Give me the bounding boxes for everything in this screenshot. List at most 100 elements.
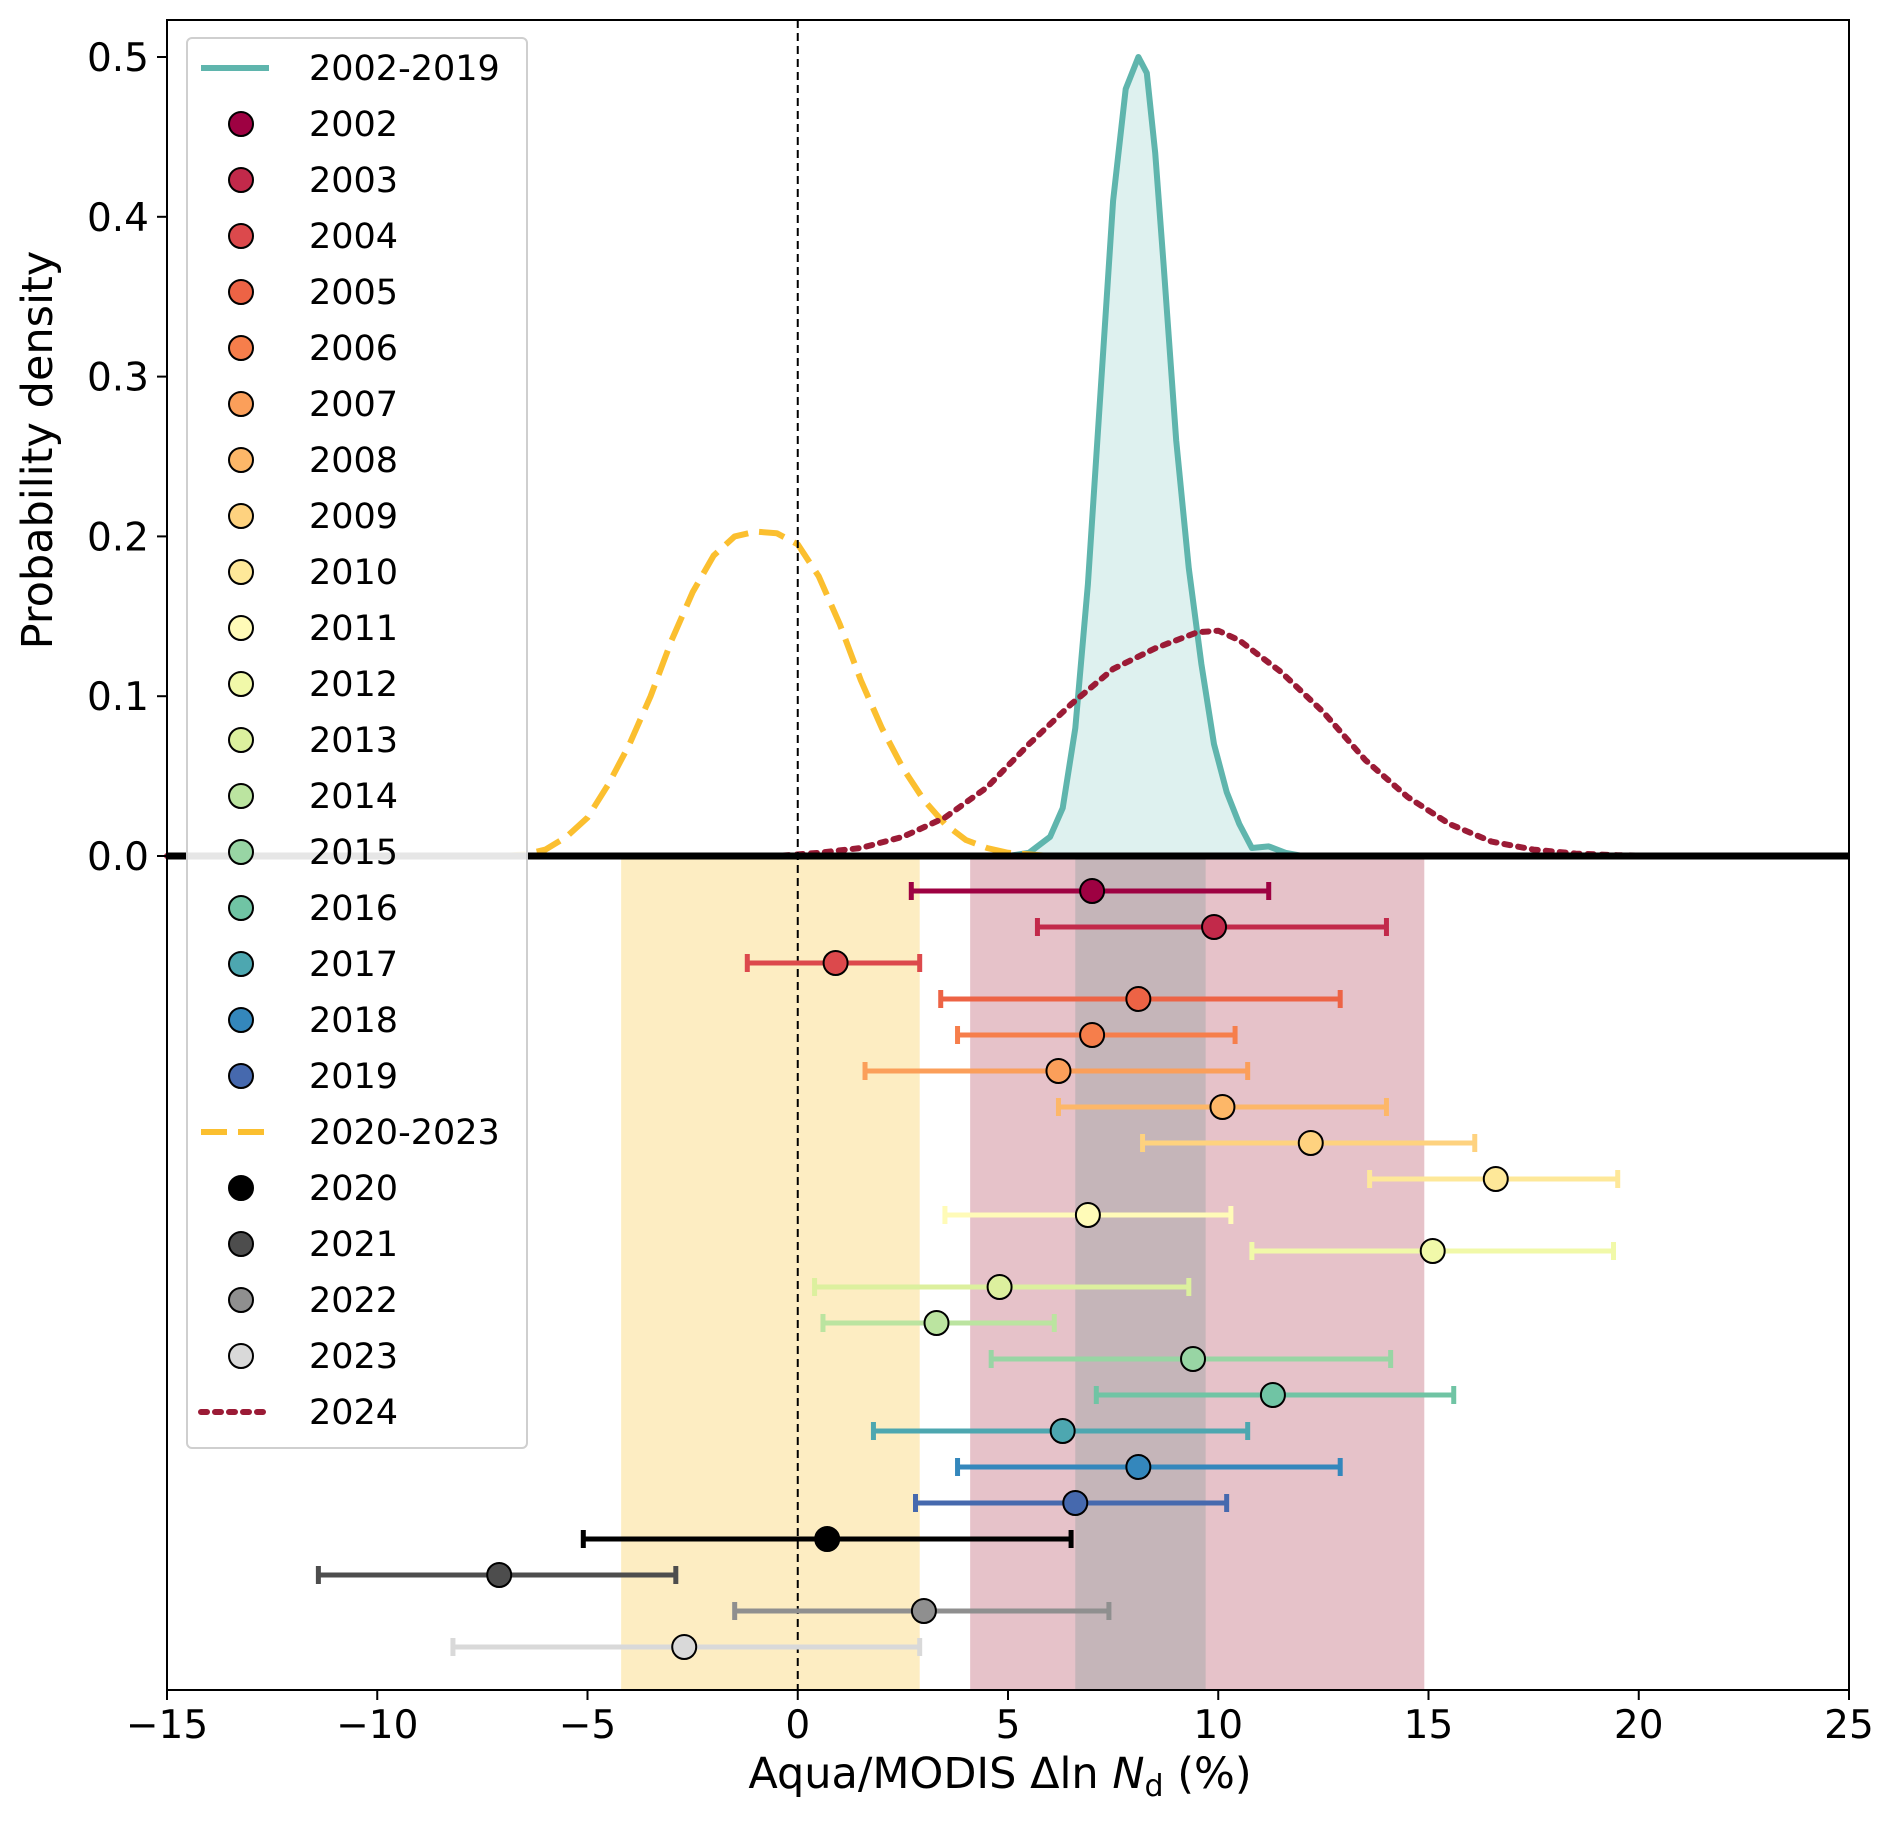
- estimate-marker-2013: [986, 1274, 1013, 1300]
- estimate-2016: [1093, 1382, 1457, 1408]
- estimate-2013: [812, 1274, 1192, 1300]
- legend-label: 2010: [309, 553, 398, 593]
- shaded-range-2002-2019: [1075, 856, 1206, 1690]
- estimate-marker-2016: [1259, 1382, 1286, 1408]
- legend-label: 2011: [309, 609, 398, 649]
- x-tick-label: 20: [1614, 1703, 1664, 1748]
- legend-swatch-marker: [228, 391, 254, 417]
- legend-entry-2015: 2015: [228, 833, 398, 873]
- estimate-2008: [1055, 1094, 1389, 1120]
- legend-swatch-marker: [228, 839, 254, 865]
- y-tick-label: 0.0: [87, 835, 149, 880]
- legend-swatch-marker: [228, 279, 254, 305]
- estimate-2022: [732, 1598, 1112, 1624]
- legend-label: 2024: [309, 1393, 398, 1433]
- legend-swatch-marker: [228, 1063, 254, 1089]
- estimate-2003: [1034, 914, 1389, 940]
- legend-entry-2024: 2024: [198, 1393, 398, 1433]
- legend: 2002-2019 2002 2003 2004 2005 2006 2007 2008 200…: [186, 37, 528, 1449]
- estimate-marker-2003: [1201, 914, 1228, 940]
- legend-label: 2017: [309, 945, 398, 985]
- estimate-2009: [1140, 1130, 1478, 1156]
- legend-entry-2023: 2023: [228, 1337, 398, 1377]
- density-curve-2020-2023: [167, 528, 1849, 859]
- x-axis-label-subscript: d: [1145, 1769, 1164, 1804]
- estimate-2002: [908, 878, 1272, 904]
- legend-label: 2015: [309, 833, 398, 873]
- legend-swatch-marker: [228, 895, 254, 921]
- x-tick-label: 5: [996, 1703, 1021, 1748]
- legend-entry-2007: 2007: [228, 385, 398, 425]
- estimate-2020: [580, 1526, 1074, 1552]
- legend-entry-2013: 2013: [228, 721, 398, 761]
- x-axis-label-prefix: Aqua/MODIS Δln: [748, 1749, 1112, 1799]
- estimate-marker-2019: [1062, 1490, 1089, 1516]
- legend-entry-2011: 2011: [228, 609, 398, 649]
- legend-swatch-marker: [228, 1175, 254, 1201]
- estimate-marker-2006: [1079, 1022, 1106, 1048]
- estimate-2004: [744, 950, 923, 976]
- estimate-marker-2011: [1074, 1202, 1101, 1228]
- shaded-ranges: [621, 856, 1425, 1690]
- legend-label: 2009: [309, 497, 398, 537]
- legend-label: 2022: [309, 1281, 398, 1321]
- x-tick-label: 10: [1193, 1703, 1243, 1748]
- legend-entry-2009: 2009: [228, 497, 398, 537]
- legend-label: 2020: [309, 1169, 398, 1209]
- legend-label: 2020-2023: [309, 1113, 500, 1153]
- estimate-marker-2012: [1419, 1238, 1446, 1264]
- estimate-2014: [820, 1310, 1057, 1336]
- legend-label: 2012: [309, 665, 398, 705]
- legend-label: 2006: [309, 329, 398, 369]
- legend-swatch-marker: [228, 167, 254, 193]
- legend-entry-2010: 2010: [228, 553, 398, 593]
- estimate-2005: [938, 986, 1343, 1012]
- legend-entry-2014: 2014: [228, 777, 398, 817]
- legend-swatch-marker: [228, 1231, 254, 1257]
- x-tick-label: 15: [1404, 1703, 1454, 1748]
- legend-label: 2004: [309, 217, 398, 257]
- legend-box: [186, 37, 528, 1449]
- legend-entry-2018: 2018: [228, 1001, 398, 1041]
- estimate-marker-2018: [1125, 1454, 1152, 1480]
- estimate-marker-2021: [486, 1562, 513, 1588]
- legend-swatch-marker: [228, 615, 254, 641]
- x-tick-label: 0: [785, 1703, 810, 1748]
- axes: −15 −10 −5 0 5 10 15 20 25 0.0 0.1 0.2 0.3 0.4 0.5: [87, 19, 1874, 1748]
- legend-swatch-marker: [228, 111, 254, 137]
- legend-entry-2006: 2006: [228, 329, 398, 369]
- shaded-range-2020-2023: [621, 856, 920, 1690]
- estimate-2019: [912, 1490, 1230, 1516]
- estimate-marker-2009: [1297, 1130, 1324, 1156]
- estimate-marker-2004: [822, 950, 849, 976]
- estimate-marker-2015: [1180, 1346, 1207, 1372]
- legend-swatch-marker: [228, 335, 254, 361]
- estimate-marker-2010: [1482, 1166, 1509, 1192]
- estimate-2023: [450, 1634, 923, 1660]
- estimate-2017: [870, 1418, 1251, 1444]
- legend-label: 2014: [309, 777, 398, 817]
- legend-entry-2016: 2016: [228, 889, 398, 929]
- legend-swatch-marker: [228, 559, 254, 585]
- legend-swatch-marker: [228, 447, 254, 473]
- y-tick-label: 0.4: [87, 196, 149, 241]
- legend-swatch-marker: [228, 1343, 254, 1369]
- estimate-marker-2005: [1125, 986, 1152, 1012]
- estimate-marker-2022: [910, 1598, 937, 1624]
- legend-label: 2023: [309, 1337, 398, 1377]
- y-tick-label: 0.3: [87, 356, 149, 401]
- legend-swatch-marker: [228, 783, 254, 809]
- legend-swatch-marker: [228, 727, 254, 753]
- legend-swatch-marker: [228, 1007, 254, 1033]
- legend-entry-2021: 2021: [228, 1225, 398, 1265]
- legend-entry-2002: 2002: [228, 105, 398, 145]
- legend-entry-2003: 2003: [228, 161, 398, 201]
- legend-entry-2022: 2022: [228, 1281, 398, 1321]
- yearly-estimates: [315, 878, 1621, 1660]
- y-tick-label: 0.1: [87, 675, 149, 720]
- estimate-2006: [955, 1022, 1238, 1048]
- legend-label: 2005: [309, 273, 398, 313]
- legend-label: 2018: [309, 1001, 398, 1041]
- density-curve-2024: [164, 627, 1852, 859]
- estimate-2015: [988, 1346, 1394, 1372]
